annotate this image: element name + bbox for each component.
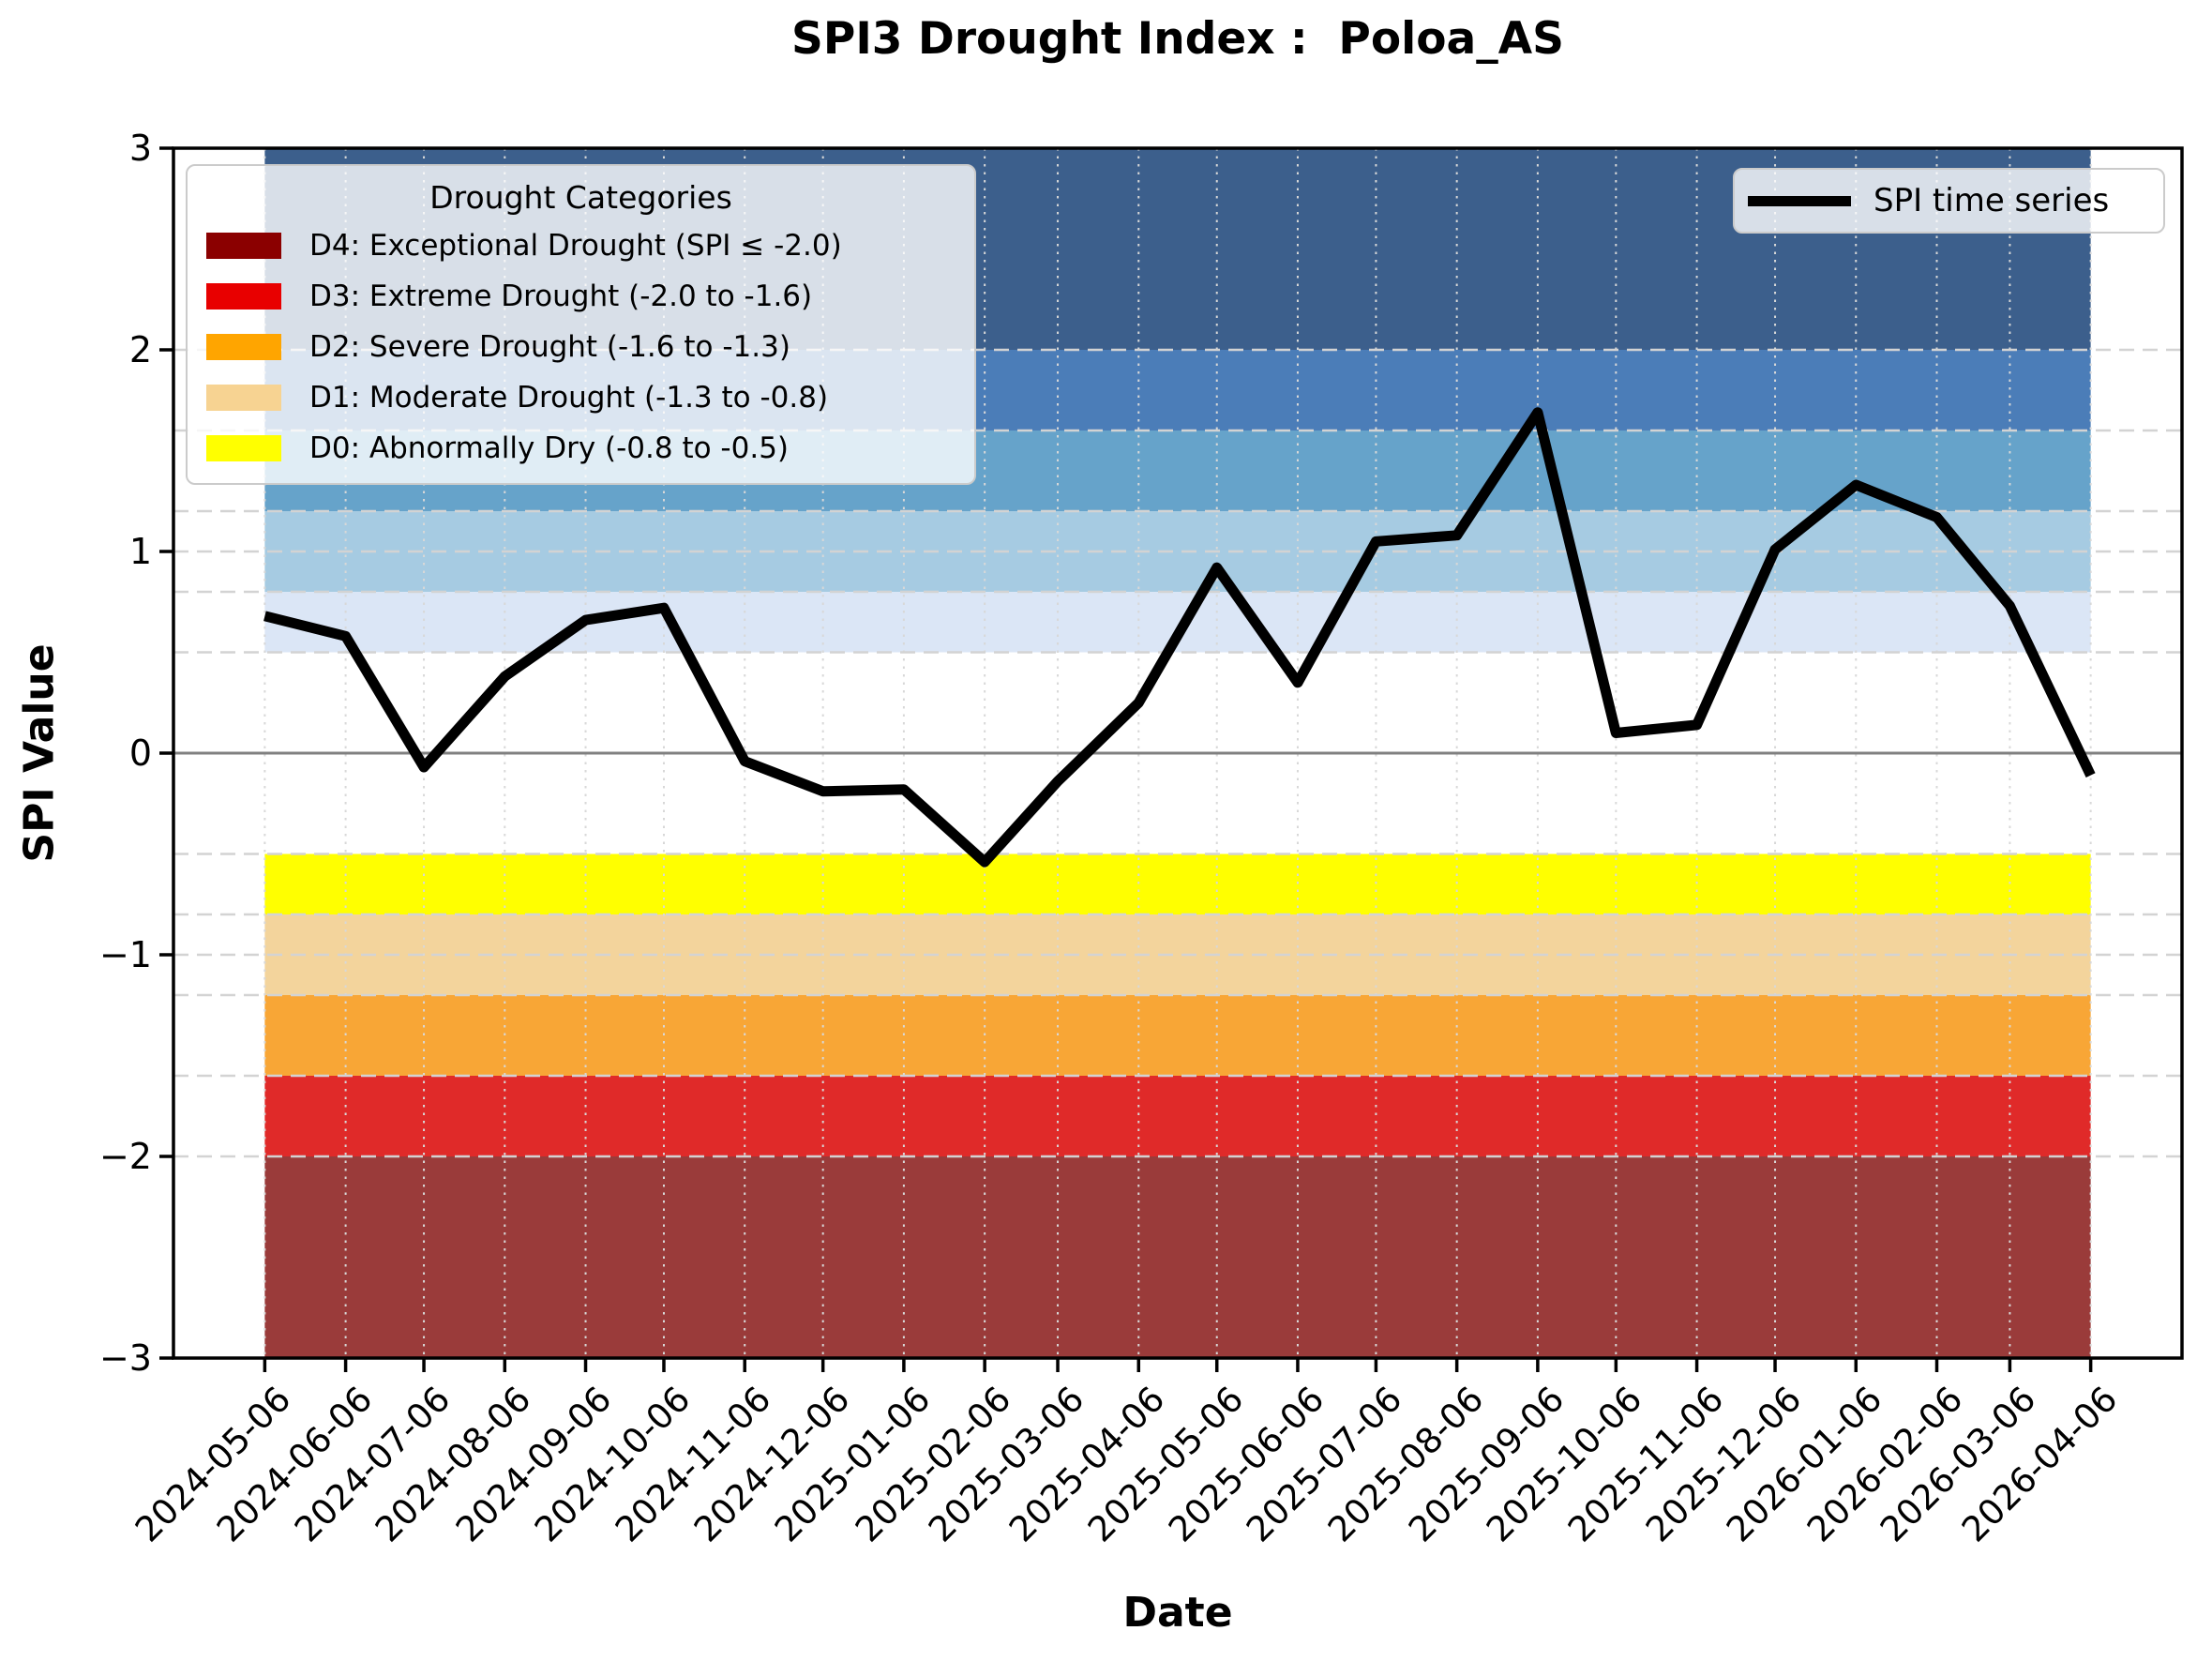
band--2--1.6 [264,1076,2091,1156]
band-0.8-1.2 [264,511,2091,592]
band--0.8--0.5 [264,853,2091,914]
legend-color-swatch [206,334,281,360]
legend-entry-label: D1: Moderate Drought (-1.3 to -0.8) [309,381,829,415]
y-tick-label: 2 [128,329,152,370]
y-tick-label: −3 [98,1337,152,1379]
legend-entry-label: D4: Exceptional Drought (SPI ≤ -2.0) [309,229,842,263]
series-line-swatch [1748,195,1851,206]
y-tick-label: 1 [128,531,152,572]
legend-entry-label: D3: Extreme Drought (-2.0 to -1.6) [309,279,813,313]
legend-color-swatch [206,385,281,411]
legend-title: Drought Categories [429,179,732,216]
legend-entry: D0: Abnormally Dry (-0.8 to -0.5) [188,423,974,474]
spi-series-legend: SPI time series [1733,168,2165,234]
legend-entry: D1: Moderate Drought (-1.3 to -0.8) [188,372,974,423]
legend-color-swatch [206,435,281,461]
legend-entry: D4: Exceptional Drought (SPI ≤ -2.0) [188,220,974,271]
chart-title: SPI3 Drought Index : Poloa_AS [791,13,1564,65]
y-tick-label: 0 [128,732,152,774]
x-axis-label: Date [1122,1589,1233,1637]
legend-entry: D3: Extreme Drought (-2.0 to -1.6) [188,271,974,322]
legend-color-swatch [206,283,281,310]
legend-entry: D2: Severe Drought (-1.6 to -1.3) [188,322,974,372]
legend-entry-label: D2: Severe Drought (-1.6 to -1.3) [309,330,790,364]
series-label: SPI time series [1873,182,2110,219]
legend-entry-label: D0: Abnormally Dry (-0.8 to -0.5) [309,431,790,465]
drought-categories-legend: Drought Categories D4: Exceptional Droug… [186,164,976,485]
axis-tick-marks [159,146,2093,1372]
y-tick-label: −1 [98,934,152,975]
band--1.2--0.8 [264,914,2091,995]
legend-color-swatch [206,233,281,259]
y-tick-label: −2 [98,1136,152,1177]
legend-entries: D4: Exceptional Drought (SPI ≤ -2.0) D3: … [188,220,974,474]
spi-time-series-line [263,407,2096,868]
y-tick-label: 3 [128,128,152,169]
band--3--2 [264,1156,2091,1358]
band--1.6--1.2 [264,995,2091,1076]
